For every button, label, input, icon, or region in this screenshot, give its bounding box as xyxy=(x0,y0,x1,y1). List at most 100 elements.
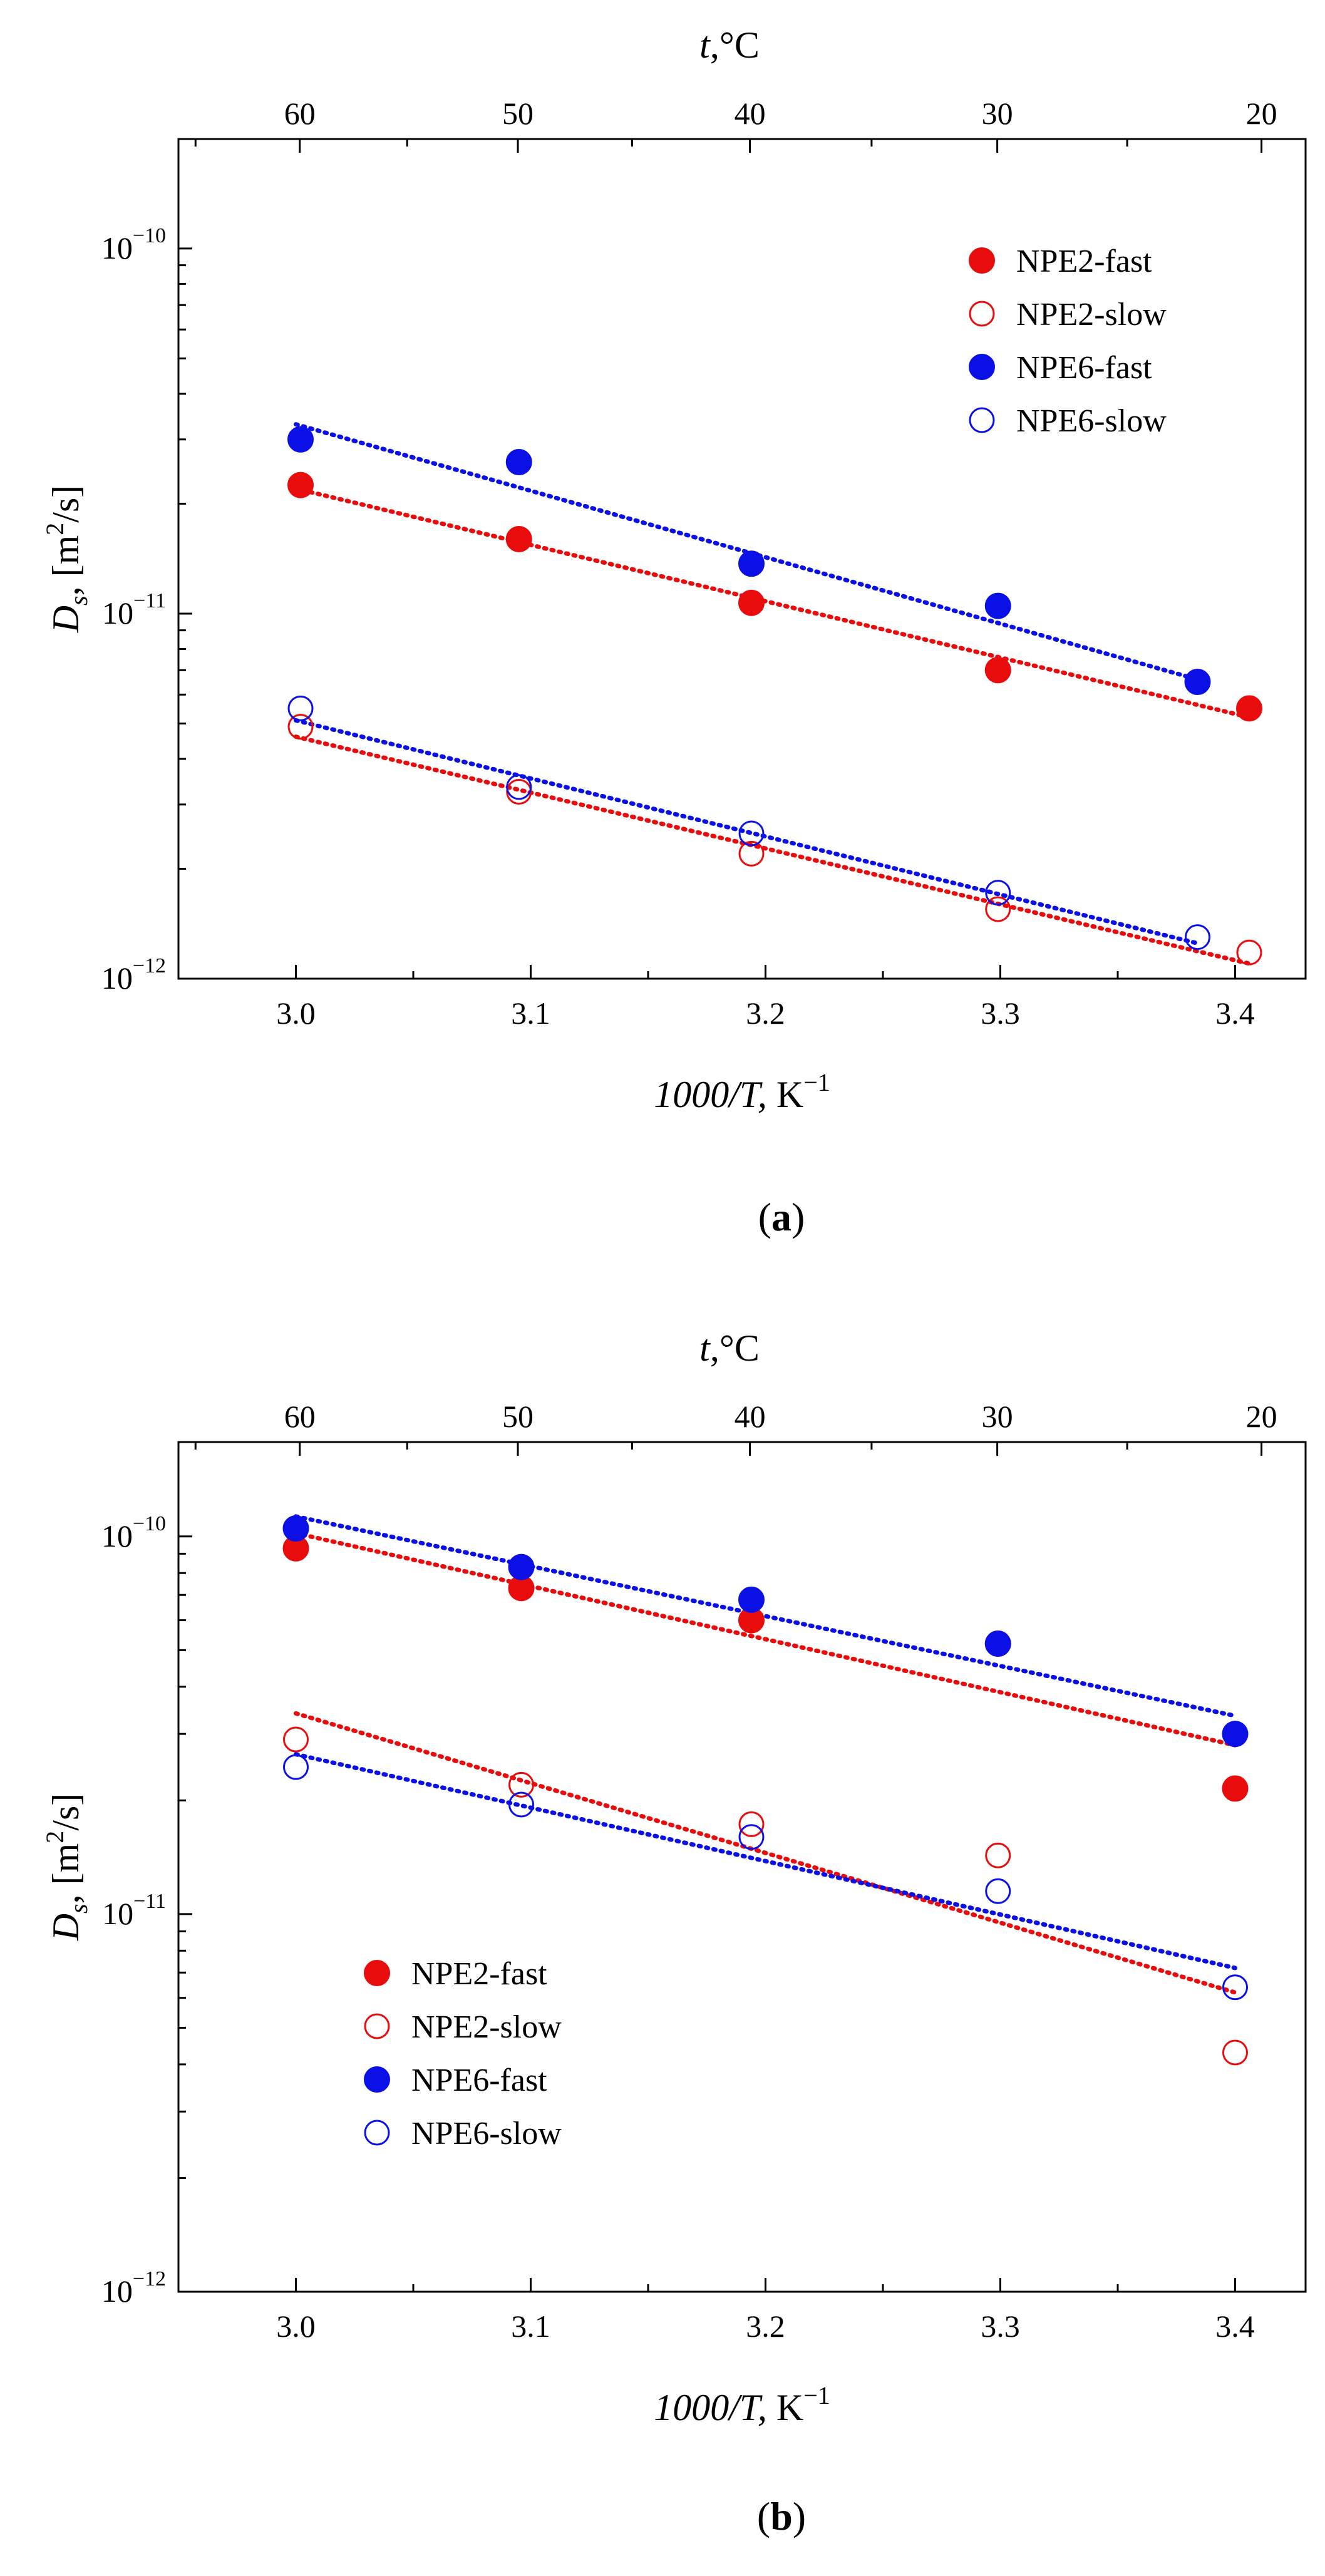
legend-label: NPE6-fast xyxy=(411,2063,547,2098)
top-tick-label: 50 xyxy=(502,1399,534,1434)
legend-label: NPE6-fast xyxy=(1016,350,1152,386)
x-tick-label: 3.2 xyxy=(746,996,785,1031)
legend-marker xyxy=(969,247,995,274)
point-npe6-slow xyxy=(1185,924,1210,951)
x-tick-label: 3.4 xyxy=(1215,996,1255,1031)
point-npe2-slow xyxy=(1222,2039,1248,2066)
point-npe2-slow xyxy=(985,1842,1011,1868)
y-tick-label: 10−12 xyxy=(101,954,166,996)
y-axis-title: Ds, [m2/s] xyxy=(41,1793,93,1942)
top-tick-label: 20 xyxy=(1246,1399,1277,1434)
y-axis-title: Ds, [m2/s] xyxy=(41,485,93,634)
chart-panel-a: 3.0 3.1 3.2 3.3 3.4 60 50 40 30 20 t,°C 10−12 10−11 1… xyxy=(41,24,1307,1239)
x-tick-label: 3.2 xyxy=(746,2309,785,2344)
legend: NPE2-fast NPE2-slow NPE6-fast NPE6-slow xyxy=(969,244,1167,439)
legend-label: NPE2-slow xyxy=(411,2009,562,2045)
fit-line-npe2-fast xyxy=(294,486,1252,720)
point-npe6-fast xyxy=(738,1586,765,1613)
point-npe2-fast xyxy=(505,525,532,552)
legend-marker xyxy=(969,301,995,327)
fit-line-npe6-fast xyxy=(294,1514,1237,1718)
panel-label: (b) xyxy=(757,2494,806,2538)
x-axis-title: 1000/T, K−1 xyxy=(654,1068,830,1115)
point-npe6-slow xyxy=(283,1754,309,1780)
point-npe2-fast xyxy=(984,657,1011,684)
plot-frame xyxy=(177,1441,1307,2293)
y-tick-label: 10−11 xyxy=(102,1890,166,1931)
top-tick-label: 30 xyxy=(982,1399,1013,1434)
point-npe6-fast xyxy=(1184,669,1211,696)
fit-line-npe6-slow xyxy=(294,718,1200,945)
fit-line-npe2-slow xyxy=(294,1711,1237,1995)
legend-marker xyxy=(969,354,995,380)
plot-frame xyxy=(177,138,1307,980)
panel-label: (a) xyxy=(758,1195,805,1239)
point-npe2-slow xyxy=(985,896,1011,922)
point-npe6-fast xyxy=(738,550,765,577)
top-tick-label: 40 xyxy=(735,1399,766,1434)
legend: NPE2-fast NPE2-slow NPE6-fast NPE6-slow xyxy=(364,1956,562,2151)
chart-panel-b: 3.0 3.1 3.2 3.3 3.4 60 50 40 30 20 t,°C 10−12 10−11 1… xyxy=(41,1327,1307,2538)
legend-label: NPE2-slow xyxy=(1016,297,1167,332)
top-tick-label: 40 xyxy=(735,96,766,131)
point-npe6-fast xyxy=(282,1515,309,1542)
y-tick-label: 10−10 xyxy=(101,224,166,265)
point-npe6-slow xyxy=(287,695,314,721)
point-npe6-slow xyxy=(738,1824,765,1850)
top-tick-label: 60 xyxy=(284,96,316,131)
point-npe2-slow xyxy=(283,1726,309,1753)
point-npe2-slow xyxy=(738,840,765,867)
top-tick-label: 20 xyxy=(1246,96,1277,131)
x-tick-label: 3.1 xyxy=(511,2309,550,2344)
x-tick-label: 3.3 xyxy=(981,996,1020,1031)
point-npe6-fast xyxy=(287,426,314,453)
fit-line-npe2-slow xyxy=(294,734,1252,966)
point-npe6-slow xyxy=(506,774,532,800)
point-npe6-fast xyxy=(505,449,532,476)
top-axis-title: t,°C xyxy=(699,1327,760,1369)
x-tick-label: 3.0 xyxy=(276,996,316,1031)
fit-line-npe6-slow xyxy=(294,1752,1237,1971)
point-npe6-fast xyxy=(984,1631,1011,1657)
point-npe6-fast xyxy=(984,592,1011,619)
point-npe6-fast xyxy=(508,1553,535,1580)
legend-marker xyxy=(364,1960,390,1986)
point-npe2-slow xyxy=(506,779,532,805)
legend-marker xyxy=(364,2066,390,2093)
top-tick-label: 60 xyxy=(284,1399,316,1434)
y-tick-label: 10−10 xyxy=(101,1512,166,1553)
point-npe2-fast xyxy=(738,589,765,616)
point-npe6-slow xyxy=(508,1791,534,1818)
point-npe2-slow xyxy=(508,1771,534,1798)
y-tick-label: 10−11 xyxy=(102,589,166,631)
top-tick-label: 30 xyxy=(982,96,1013,131)
legend-label: NPE2-fast xyxy=(1016,244,1152,279)
point-npe6-slow xyxy=(985,880,1011,906)
point-npe2-fast xyxy=(287,471,314,498)
top-axis-title: t,°C xyxy=(699,24,760,66)
point-npe6-slow xyxy=(985,1878,1011,1904)
point-npe6-fast xyxy=(1222,1721,1249,1748)
point-npe2-fast xyxy=(1236,695,1262,722)
x-tick-label: 3.4 xyxy=(1215,2309,1255,2344)
x-tick-label: 3.1 xyxy=(511,996,550,1031)
point-npe2-slow xyxy=(287,714,314,740)
y-tick-label: 10−12 xyxy=(101,2267,166,2309)
point-npe2-fast xyxy=(1222,1775,1249,1802)
legend-label: NPE6-slow xyxy=(411,2116,562,2151)
point-npe6-slow xyxy=(1222,1974,1248,2001)
x-tick-label: 3.3 xyxy=(981,2309,1020,2344)
legend-label: NPE6-slow xyxy=(1016,403,1167,439)
top-tick-label: 50 xyxy=(502,96,534,131)
x-tick-label: 3.0 xyxy=(276,2309,316,2344)
point-npe2-slow xyxy=(1236,939,1262,966)
x-axis-title: 1000/T, K−1 xyxy=(654,2381,830,2428)
legend-marker xyxy=(364,2013,390,2039)
point-npe2-slow xyxy=(738,1811,765,1837)
legend-marker xyxy=(364,2120,390,2146)
point-npe6-slow xyxy=(738,820,765,847)
fit-line-npe2-fast xyxy=(294,1531,1237,1748)
legend-marker xyxy=(969,407,995,433)
